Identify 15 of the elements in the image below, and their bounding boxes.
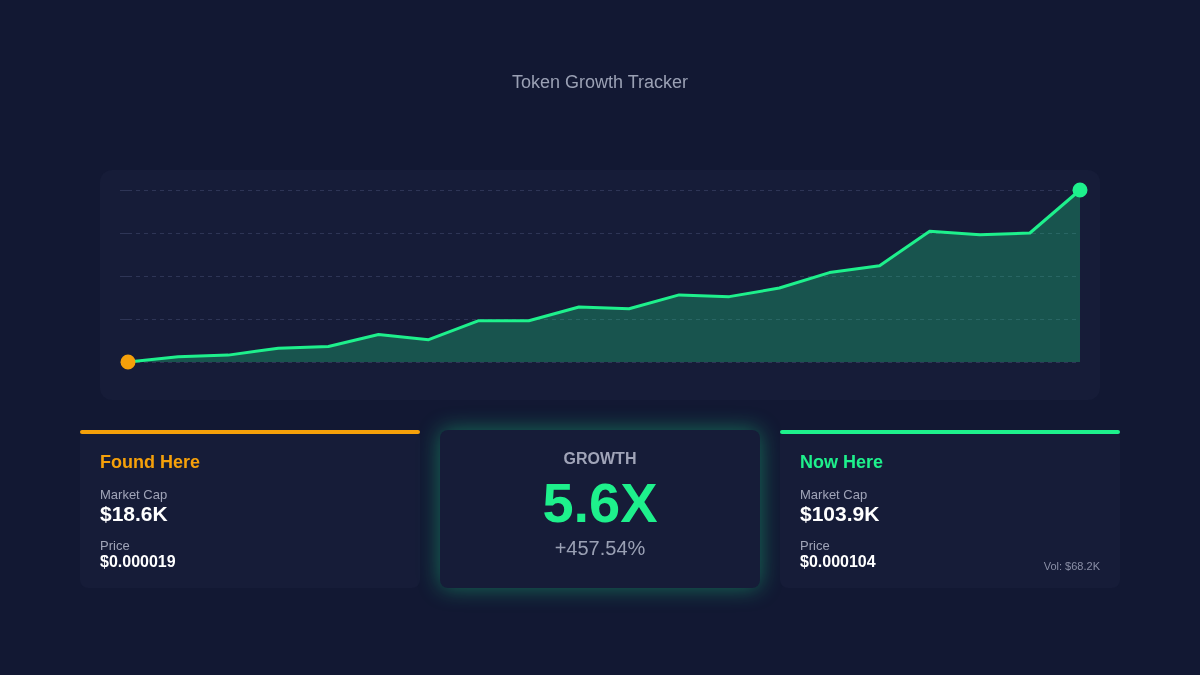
text: +457.54% [553,537,647,560]
text: 5.6X [541,470,659,535]
chart-subtitle: Token Growth Tracker [510,72,690,93]
text: GROWTH [562,450,638,468]
text: $0.000104 [800,553,876,570]
text: Price [800,538,831,553]
text: $0.000019 [100,553,177,571]
text: Now Here [800,452,885,473]
text: $103.9K [800,502,881,526]
text: Found Here [100,452,201,473]
text: Market Cap [100,487,169,502]
text: Vol: $68.2K [1043,560,1100,572]
text: Price [100,538,131,553]
text: Market Cap [800,487,869,502]
text: $18.6K [100,502,169,526]
